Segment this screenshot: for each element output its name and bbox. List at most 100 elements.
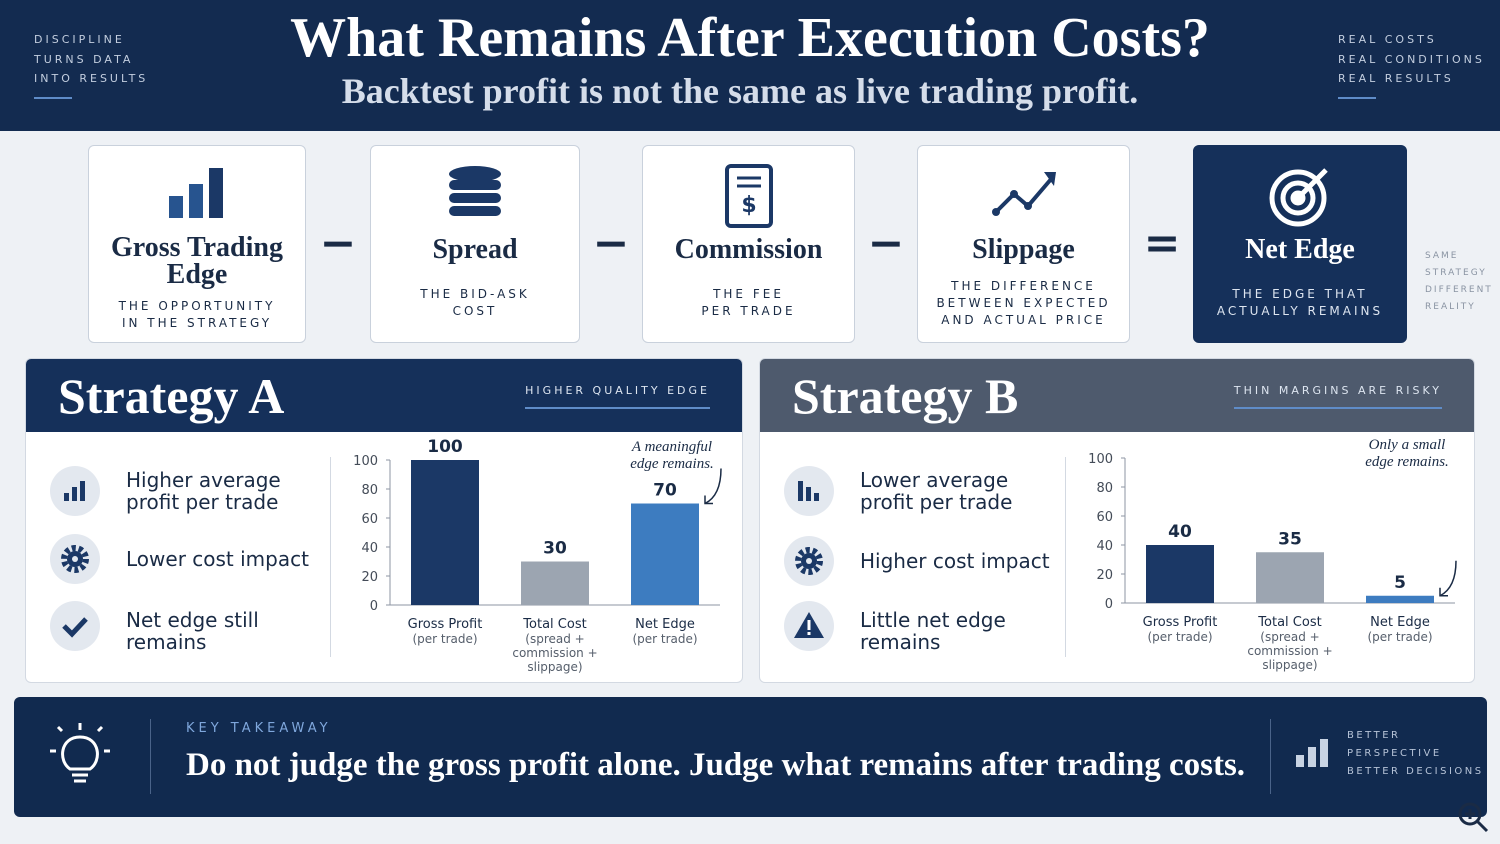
bar [631, 503, 699, 605]
bar [1366, 595, 1434, 603]
side-line: BETTER DECISIONS [1347, 766, 1484, 777]
category-label: Net Edge (per trade) [1340, 615, 1460, 644]
point-text: Little net edge remains [860, 608, 1006, 654]
card-desc: THE FEE PER TRADE [701, 287, 796, 318]
svg-text:$: $ [741, 193, 756, 218]
side-line: BETTER [1347, 730, 1401, 741]
right-tagline: REAL COSTS REAL CONDITIONS REAL RESULTS [1338, 30, 1485, 99]
value-label: 100 [427, 437, 463, 457]
icon [784, 601, 834, 651]
annotation-arrow [1439, 560, 1457, 597]
point-text: Lower average profit per trade [860, 468, 1013, 514]
category-name: Gross Profit [1142, 615, 1218, 630]
icon [784, 466, 834, 516]
strategy-panel: Strategy B THIN MARGINS ARE RISKY Lower … [759, 358, 1475, 683]
y-tick-label: 100 [1088, 452, 1113, 467]
category-name: Net Edge [635, 617, 695, 632]
category-name: Net Edge [1370, 615, 1430, 630]
category-note: (per trade) [412, 632, 478, 646]
category-label: Gross Profit (per trade) [385, 617, 505, 646]
card-title: Spread [432, 234, 518, 265]
zoom-icon[interactable] [1456, 800, 1490, 834]
formula-card: Slippage THE DIFFERENCE BETWEEN EXPECTED… [917, 145, 1130, 343]
header: DISCIPLINE TURNS DATA INTO RESULTS What … [0, 0, 1500, 131]
chart: 0 20 40 60 80 100 40 35 5 Gross Profit (per trade)… [1075, 433, 1465, 673]
trend-icon [991, 172, 1056, 216]
panel-tag: THIN MARGINS ARE RISKY [1233, 384, 1442, 409]
bars-icon [1296, 739, 1328, 767]
point-text: Lower cost impact [126, 547, 309, 571]
icon [50, 466, 100, 516]
coins-icon [449, 166, 501, 216]
category-name: Total Cost [1258, 615, 1322, 630]
tagline-line: INTO RESULTS [34, 72, 149, 85]
formula-card: Spread THE BID-ASK COST [370, 145, 580, 343]
value-label: 30 [543, 539, 567, 559]
side-note-line: SAME [1425, 251, 1459, 261]
side-note-line: REALITY [1425, 302, 1476, 312]
y-tick-label: 0 [370, 599, 378, 614]
side-note-line: STRATEGY [1425, 268, 1487, 278]
card-title: Slippage [972, 234, 1075, 265]
y-tick-label: 60 [361, 512, 378, 527]
bar [411, 460, 479, 605]
takeaway: KEY TAKEAWAY Do not judge the gross prof… [14, 697, 1487, 817]
operator: = [1143, 218, 1181, 269]
panel-title: Strategy A [58, 368, 285, 424]
annotation-arrowhead [1439, 587, 1448, 597]
bar [521, 561, 589, 605]
y-tick-label: 0 [1105, 597, 1113, 612]
category-label: Total Cost (spread + commission + slippag… [1230, 615, 1350, 672]
formula-card: $ Commission THE FEE PER TRADE [642, 145, 855, 343]
panel-header: Strategy A HIGHER QUALITY EDGE [26, 359, 742, 432]
operator: − [592, 218, 630, 269]
operator: − [319, 218, 357, 269]
category-label: Total Cost (spread + commission + slippag… [495, 617, 615, 674]
value-label: 5 [1394, 573, 1406, 593]
y-tick-label: 20 [361, 570, 378, 585]
value-label: 40 [1168, 522, 1192, 542]
side-note-line: DIFFERENT [1425, 285, 1493, 295]
y-tick-label: 20 [1096, 568, 1113, 583]
card-desc: THE DIFFERENCE BETWEEN EXPECTED AND ACTU… [936, 279, 1111, 327]
card-title: Commission [674, 234, 823, 265]
icon [784, 536, 834, 586]
card-title: Net Edge [1245, 234, 1355, 265]
tagline-line: TURNS DATA [34, 52, 134, 66]
bar-icon [169, 168, 223, 218]
category-name: Total Cost [523, 617, 587, 632]
icon [50, 534, 100, 584]
side-line: PERSPECTIVE [1347, 748, 1442, 759]
annotation: Only a small edge remains. [1365, 437, 1449, 470]
tagline-line: REAL COSTS [1338, 33, 1437, 46]
takeaway-label: KEY TAKEAWAY [186, 721, 332, 736]
title: What Remains After Execution Costs? [290, 7, 1210, 69]
tagline-line: DISCIPLINE [34, 33, 125, 46]
card-desc: THE BID-ASK COST [420, 287, 530, 318]
y-tick-label: 100 [353, 454, 378, 469]
receipt-icon: $ [724, 164, 773, 228]
panel-title: Strategy B [792, 368, 1019, 424]
point-text: Net edge still remains [126, 608, 259, 654]
tagline-line: REAL CONDITIONS [1338, 52, 1485, 66]
y-tick-label: 60 [1096, 510, 1113, 525]
plot: 0 20 40 60 80 100 40 35 5 [1088, 452, 1457, 612]
category-label: Gross Profit (per trade) [1120, 615, 1240, 644]
subtitle: Backtest profit is not the same as live … [341, 71, 1139, 111]
operator: − [867, 218, 905, 269]
bar [1146, 545, 1214, 603]
y-tick-label: 40 [1096, 539, 1113, 554]
target-icon [1269, 168, 1328, 227]
formula-card: Net Edge THE EDGE THAT ACTUALLY REMAINS [1193, 145, 1407, 343]
icon [50, 601, 100, 651]
left-tagline: DISCIPLINE TURNS DATA INTO RESULTS [34, 30, 148, 99]
category-label: Net Edge (per trade) [605, 617, 725, 646]
category-note: (spread + commission + slippage) [512, 632, 598, 674]
annotation: A meaningful edge remains. [630, 439, 714, 472]
panel-header: Strategy B THIN MARGINS ARE RISKY [760, 359, 1474, 432]
annotation-arrowhead [704, 495, 713, 505]
card-desc: THE EDGE THAT ACTUALLY REMAINS [1216, 287, 1384, 318]
formula-card: Gross Trading Edge THE OPPORTUNITY IN TH… [88, 145, 306, 343]
category-note: (spread + commission + slippage) [1247, 630, 1333, 672]
